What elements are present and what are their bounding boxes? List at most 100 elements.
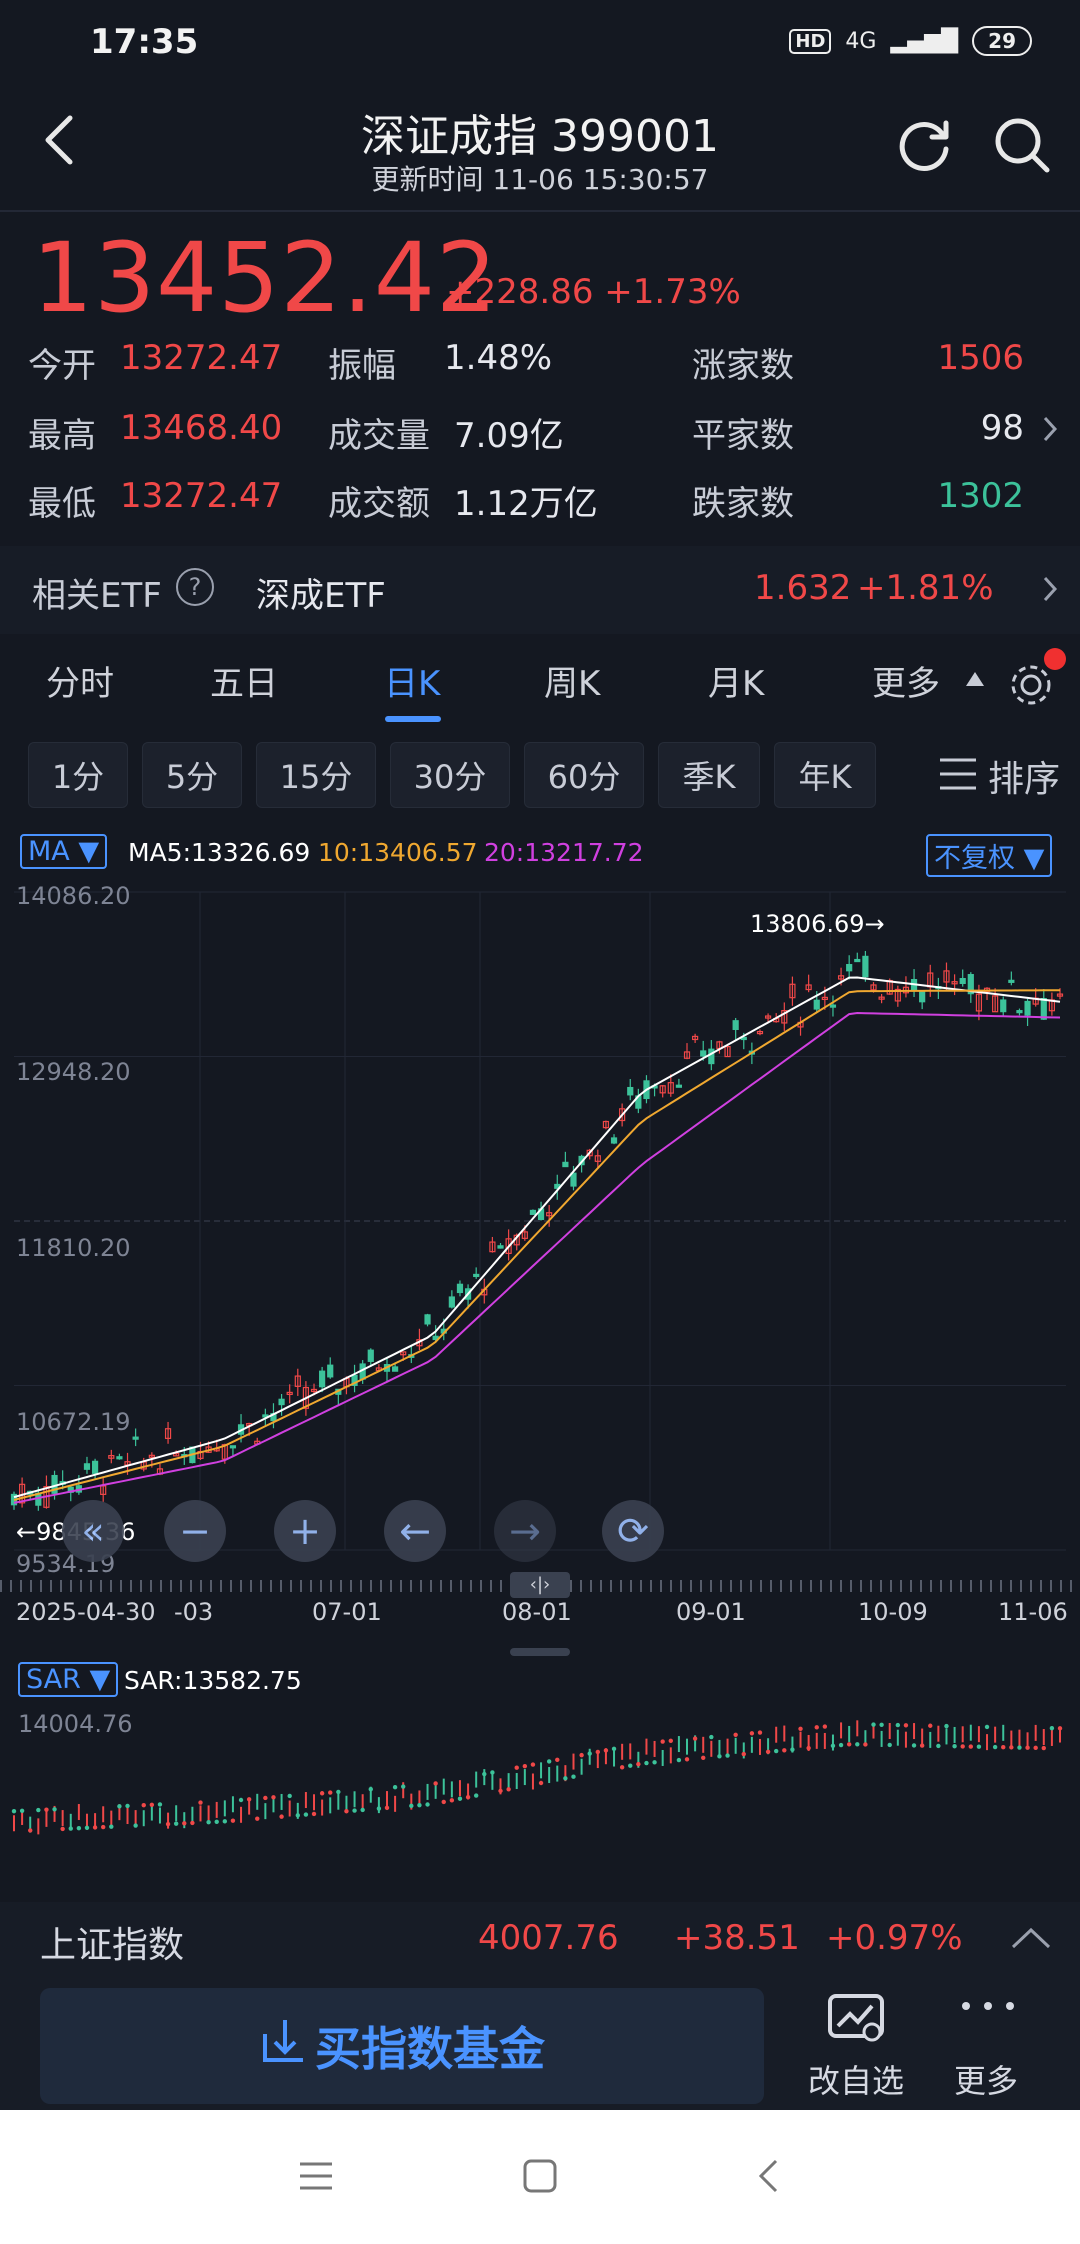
- candle-body: [862, 955, 869, 978]
- menu-icon[interactable]: [938, 756, 978, 796]
- candle-body: [619, 1108, 626, 1122]
- candle-body: [813, 999, 820, 1010]
- candle-body: [667, 1082, 674, 1094]
- sar-indicator-button[interactable]: SAR ▼: [18, 1662, 119, 1697]
- sar-dot: [603, 1748, 609, 1753]
- zoom-in-button[interactable]: +: [274, 1500, 336, 1562]
- add-watchlist-icon[interactable]: [826, 1992, 886, 2050]
- period-30min[interactable]: 30分: [390, 742, 510, 808]
- buy-index-fund-button[interactable]: 买指数基金: [40, 1988, 764, 2104]
- sar-dot: [717, 1754, 722, 1759]
- decliners-value: 1302: [937, 476, 1024, 516]
- sar-chart[interactable]: [0, 1700, 1080, 1850]
- more-dots-icon[interactable]: [960, 1996, 1016, 2020]
- sar-dot: [222, 1819, 228, 1824]
- related-etf-row[interactable]: 相关ETF ? 深成ETF 1.632 +1.81%: [0, 546, 1080, 634]
- sar-dot: [628, 1763, 633, 1768]
- sar-dot: [1001, 1745, 1006, 1750]
- sar-dot: [563, 1776, 568, 1781]
- ma-indicator-button[interactable]: MA ▼: [20, 834, 108, 869]
- sar-dot: [100, 1824, 106, 1830]
- sar-dot: [352, 1808, 357, 1813]
- more-label[interactable]: 更多: [954, 2062, 1019, 2100]
- refresh-icon[interactable]: [896, 115, 956, 179]
- candle-body: [959, 978, 966, 984]
- scroll-right-button[interactable]: →: [494, 1500, 556, 1562]
- ticker-pct: +0.97%: [826, 1918, 963, 1958]
- header: 深证成指 399001 更新时间 11-06 15:30:57: [0, 90, 1080, 210]
- sar-dot: [133, 1823, 138, 1828]
- menu-nav-icon[interactable]: [298, 2160, 334, 2196]
- decliners-label: 跌家数: [692, 484, 794, 524]
- candle-body: [740, 1036, 747, 1041]
- candle-body: [756, 1030, 764, 1035]
- candle-body: [424, 1314, 431, 1325]
- scroll-left-button[interactable]: ←: [384, 1500, 446, 1562]
- scroll-left-fast-button[interactable]: «: [62, 1500, 124, 1562]
- index-ticker[interactable]: 上证指数 4007.76 +38.51 +0.97%: [0, 1902, 1080, 1976]
- tab-monthly-k[interactable]: 月K: [708, 664, 765, 704]
- sar-dot: [198, 1800, 203, 1805]
- candle-body: [992, 995, 999, 1013]
- sar-dot: [473, 1793, 479, 1798]
- sar-dot: [336, 1789, 341, 1795]
- status-bar: 17:35 HD 4G ▂▄▆█ 29: [0, 0, 1080, 90]
- period-15min[interactable]: 15分: [256, 742, 376, 808]
- chevron-right-icon: [1040, 574, 1060, 608]
- sar-dot: [611, 1746, 617, 1752]
- rotate-icon[interactable]: ⟳: [602, 1500, 664, 1562]
- amplitude-label: 振幅: [328, 346, 396, 386]
- candle-body: [400, 1351, 407, 1356]
- ma5-label: MA5:13326.69: [128, 838, 311, 867]
- etf-pct: +1.81%: [857, 568, 994, 608]
- sar-dot: [968, 1744, 974, 1749]
- sar-dot: [1049, 1725, 1055, 1731]
- y-axis-label: 10672.19: [16, 1408, 131, 1436]
- period-quarter-k[interactable]: 季K: [658, 742, 760, 808]
- gear-icon[interactable]: [1006, 660, 1056, 714]
- search-icon[interactable]: [992, 115, 1052, 179]
- period-1min[interactable]: 1分: [28, 742, 128, 808]
- candle-body: [764, 1015, 772, 1019]
- period-year-k[interactable]: 年K: [774, 742, 876, 808]
- tab-five-day[interactable]: 五日: [210, 664, 278, 704]
- help-icon[interactable]: ?: [176, 568, 214, 606]
- candle-body: [846, 964, 853, 972]
- home-nav-icon[interactable]: [522, 2158, 558, 2198]
- adjust-button[interactable]: 不复权 ▼: [926, 834, 1053, 877]
- chevron-up-icon[interactable]: [1010, 1926, 1052, 1954]
- sar-dot: [165, 1821, 171, 1827]
- sar-dot: [806, 1745, 811, 1751]
- candle-body: [967, 974, 974, 995]
- sar-dot: [311, 1811, 317, 1817]
- candle-body: [659, 1085, 666, 1094]
- period-60min[interactable]: 60分: [524, 742, 644, 808]
- notification-dot: [1044, 648, 1066, 670]
- low-value: 13272.47: [120, 476, 283, 516]
- sar-dot: [660, 1739, 665, 1744]
- sar-dot: [903, 1723, 909, 1728]
- kline-chart[interactable]: [0, 880, 1080, 1580]
- candle-body: [319, 1370, 326, 1388]
- period-5min[interactable]: 5分: [142, 742, 242, 808]
- candle-body: [294, 1375, 301, 1387]
- back-nav-icon[interactable]: [756, 2158, 780, 2198]
- candle-body: [781, 1009, 788, 1024]
- watchlist-label[interactable]: 改自选: [808, 2062, 905, 2100]
- triangle-up-icon[interactable]: [964, 670, 986, 692]
- chevron-right-icon[interactable]: [1040, 414, 1060, 448]
- sort-button[interactable]: 排序: [988, 759, 1061, 800]
- tab-weekly-k[interactable]: 周K: [544, 664, 601, 704]
- tab-intraday[interactable]: 分时: [46, 664, 114, 704]
- zoom-out-button[interactable]: −: [164, 1500, 226, 1562]
- panel-resize-handle[interactable]: [510, 1648, 570, 1656]
- drag-handle[interactable]: ‹|›: [510, 1572, 570, 1598]
- volume-value: 7.09亿: [454, 416, 564, 456]
- tab-daily-k[interactable]: 日K: [384, 664, 441, 704]
- tab-more[interactable]: 更多: [872, 664, 940, 704]
- candle-body: [1040, 997, 1047, 1020]
- candle-body: [521, 1231, 528, 1239]
- back-icon[interactable]: [40, 110, 80, 185]
- sar-dot: [182, 1821, 187, 1826]
- sar-dot: [238, 1797, 244, 1803]
